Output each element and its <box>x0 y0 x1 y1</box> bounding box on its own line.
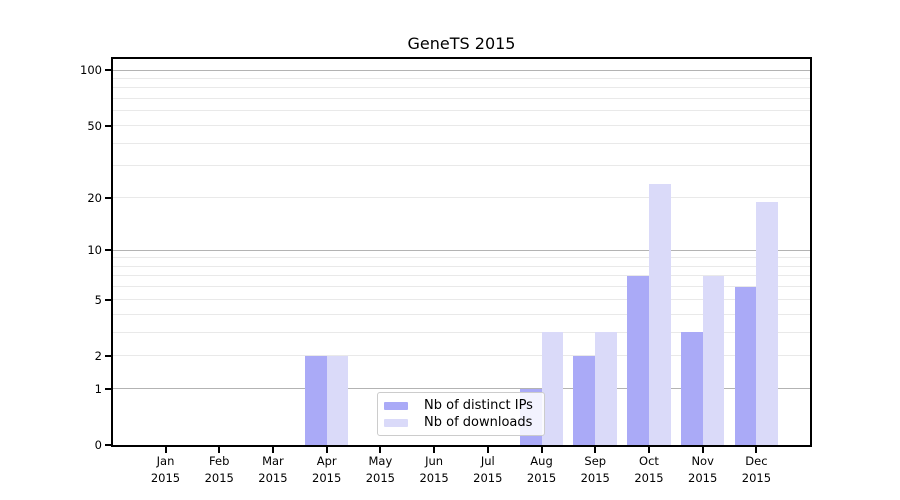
y-tick-10 <box>105 249 111 252</box>
y-tick-0 <box>105 444 111 446</box>
y-tick-label-1: 1 <box>94 381 102 396</box>
gridline-minor-8 <box>113 265 810 267</box>
x-tick-label-apr-2015: Apr 2015 <box>312 454 342 485</box>
plot-area <box>111 57 812 447</box>
gridline-minor-50 <box>113 125 810 127</box>
x-tick-may-2015 <box>379 447 382 453</box>
y-tick-label-50: 50 <box>87 118 102 133</box>
x-tick-label-jul-2015: Jul 2015 <box>473 454 503 485</box>
y-tick-label-5: 5 <box>94 292 102 307</box>
gridline-minor-5 <box>113 298 810 300</box>
x-tick-apr-2015 <box>325 447 328 453</box>
x-tick-jul-2015 <box>486 447 489 453</box>
legend-swatch-downloads <box>384 418 408 427</box>
bar-nb-of-downloads-sep-2015 <box>595 332 618 445</box>
bar-nb-of-distinct-ips-apr-2015 <box>304 355 327 445</box>
y-tick-label-2: 2 <box>94 348 102 363</box>
x-tick-label-aug-2015: Aug 2015 <box>526 454 557 485</box>
y-tick-2 <box>105 354 111 357</box>
legend-label-downloads: Nb of downloads <box>424 415 533 430</box>
gridline-minor-20 <box>113 197 810 199</box>
gridline-minor-2 <box>113 355 810 357</box>
gridline-minor-40 <box>113 142 810 144</box>
gridline-minor-4 <box>113 313 810 315</box>
bar-nb-of-distinct-ips-sep-2015 <box>573 355 596 445</box>
gridline-minor-70 <box>113 98 810 100</box>
legend: Nb of distinct IPs Nb of downloads <box>377 392 545 436</box>
x-tick-sep-2015 <box>594 447 597 453</box>
y-tick-label-10: 10 <box>87 243 102 258</box>
x-tick-label-oct-2015: Oct 2015 <box>634 454 664 485</box>
bar-nb-of-distinct-ips-dec-2015 <box>734 286 757 445</box>
x-tick-dec-2015 <box>755 447 758 453</box>
legend-swatch-distinct-ips <box>384 401 408 410</box>
y-tick-20 <box>105 196 111 199</box>
bar-nb-of-distinct-ips-nov-2015 <box>680 332 703 445</box>
x-tick-feb-2015 <box>218 447 221 453</box>
y-tick-50 <box>105 124 111 127</box>
bar-nb-of-downloads-nov-2015 <box>702 276 725 445</box>
gridline-major-100 <box>113 69 810 71</box>
x-tick-label-feb-2015: Feb 2015 <box>204 454 234 485</box>
y-tick-100 <box>105 69 111 72</box>
bar-nb-of-downloads-oct-2015 <box>648 183 671 445</box>
x-tick-label-sep-2015: Sep 2015 <box>580 454 610 485</box>
gridline-minor-80 <box>113 87 810 89</box>
legend-item-distinct-ips: Nb of distinct IPs <box>384 397 539 414</box>
x-tick-label-dec-2015: Dec 2015 <box>741 454 772 485</box>
gridline-minor-7 <box>113 275 810 277</box>
gridline-minor-30 <box>113 165 810 167</box>
x-tick-label-jan-2015: Jan 2015 <box>150 454 181 485</box>
gridline-minor-3 <box>113 331 810 333</box>
x-tick-nov-2015 <box>701 447 704 453</box>
gridline-minor-9 <box>113 257 810 259</box>
gridline-minor-60 <box>113 110 810 112</box>
gridline-major-1 <box>113 388 810 389</box>
gridline-minor-90 <box>113 78 810 79</box>
y-tick-5 <box>105 298 111 301</box>
x-tick-label-mar-2015: Mar 2015 <box>258 454 288 485</box>
y-tick-label-20: 20 <box>87 190 102 205</box>
chart-title: GeneTS 2015 <box>407 34 516 53</box>
y-tick-label-0: 0 <box>94 438 102 452</box>
bar-nb-of-distinct-ips-oct-2015 <box>627 276 649 445</box>
x-tick-label-nov-2015: Nov 2015 <box>688 454 718 485</box>
legend-label-distinct-ips: Nb of distinct IPs <box>424 398 533 413</box>
gridline-minor-6 <box>113 286 810 288</box>
bar-nb-of-downloads-dec-2015 <box>756 201 779 445</box>
y-tick-label-100: 100 <box>80 63 102 78</box>
x-tick-aug-2015 <box>540 447 543 453</box>
bar-nb-of-downloads-aug-2015 <box>541 332 564 445</box>
x-tick-jan-2015 <box>164 447 167 453</box>
bar-nb-of-downloads-apr-2015 <box>326 355 349 445</box>
x-tick-jun-2015 <box>433 447 436 453</box>
y-tick-1 <box>105 387 111 390</box>
gridline-major-10 <box>113 249 810 251</box>
x-tick-mar-2015 <box>271 447 274 453</box>
legend-item-downloads: Nb of downloads <box>384 414 539 431</box>
x-tick-label-may-2015: May 2015 <box>365 454 396 485</box>
x-tick-label-jun-2015: Jun 2015 <box>419 454 449 485</box>
x-tick-oct-2015 <box>647 447 650 453</box>
